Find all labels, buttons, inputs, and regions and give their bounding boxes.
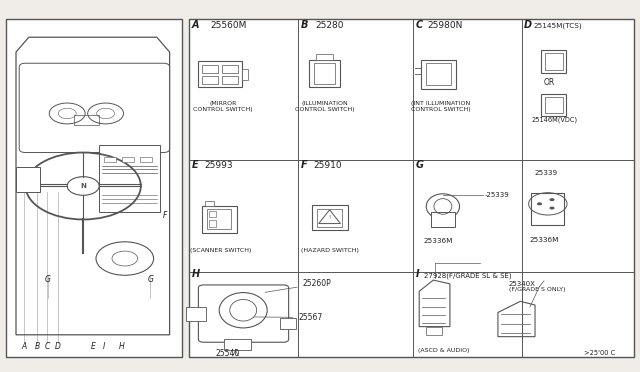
Circle shape — [550, 206, 554, 209]
Text: (SCANNER SWITCH): (SCANNER SWITCH) — [190, 248, 252, 253]
Text: B: B — [301, 19, 308, 29]
Bar — [189, 19, 634, 357]
Text: (INT ILLUMINATION
CONTROL SWITCH): (INT ILLUMINATION CONTROL SWITCH) — [410, 101, 470, 112]
Text: (ASCD & AUDIO): (ASCD & AUDIO) — [418, 348, 469, 353]
Bar — [545, 53, 563, 70]
Bar — [421, 60, 456, 89]
Text: G: G — [416, 160, 424, 170]
Bar — [541, 94, 566, 116]
Text: A: A — [22, 342, 27, 351]
Text: F: F — [163, 211, 167, 220]
Text: -25339: -25339 — [484, 192, 509, 198]
Text: 25339: 25339 — [534, 170, 557, 176]
FancyBboxPatch shape — [198, 285, 289, 342]
Bar — [205, 201, 214, 206]
FancyBboxPatch shape — [19, 63, 170, 153]
Bar — [314, 63, 335, 84]
Text: N: N — [80, 183, 86, 189]
Text: 25336M: 25336M — [424, 238, 453, 244]
Text: G: G — [45, 275, 51, 283]
Text: H: H — [119, 342, 124, 351]
Bar — [222, 65, 238, 73]
Text: (F/GRADE S ONLY): (F/GRADE S ONLY) — [509, 287, 565, 292]
Bar — [426, 327, 442, 335]
Text: 27928(F/GRADE SL & SE): 27928(F/GRADE SL & SE) — [424, 272, 512, 279]
Bar — [242, 69, 248, 80]
Text: H: H — [192, 269, 200, 279]
Bar — [224, 339, 251, 350]
Text: (MIRROR
CONTROL SWITCH): (MIRROR CONTROL SWITCH) — [193, 101, 253, 112]
Text: I: I — [103, 342, 106, 351]
Text: E: E — [192, 160, 198, 170]
Bar — [222, 76, 238, 84]
Bar — [16, 167, 40, 192]
Text: 25146M(VDC): 25146M(VDC) — [531, 116, 577, 123]
Circle shape — [537, 202, 542, 205]
Bar — [122, 157, 134, 162]
Bar — [545, 97, 563, 113]
Bar — [431, 212, 455, 227]
Text: (ILLUMINATION
CONTROL SWITCH): (ILLUMINATION CONTROL SWITCH) — [295, 101, 355, 112]
Text: C: C — [45, 342, 50, 351]
Text: !: ! — [328, 215, 331, 220]
Bar — [531, 193, 564, 225]
Text: (HAZARD SWITCH): (HAZARD SWITCH) — [301, 248, 359, 253]
Circle shape — [550, 198, 554, 201]
Text: 25560M: 25560M — [210, 20, 246, 29]
Bar — [202, 206, 237, 232]
Bar — [104, 157, 116, 162]
Text: 25910: 25910 — [314, 161, 342, 170]
Bar — [140, 157, 152, 162]
Text: B: B — [35, 342, 40, 351]
Text: >25'00 C: >25'00 C — [584, 350, 615, 356]
Text: 25980N: 25980N — [428, 20, 463, 29]
Bar — [280, 318, 296, 329]
Bar — [209, 211, 216, 217]
Text: 25340X: 25340X — [509, 281, 536, 287]
Bar — [207, 209, 231, 229]
Bar — [99, 145, 160, 212]
Bar — [309, 60, 340, 87]
Text: 25336M: 25336M — [530, 237, 559, 243]
Text: 25260P: 25260P — [265, 279, 332, 292]
Bar — [74, 115, 99, 125]
Text: 25540: 25540 — [215, 349, 239, 358]
Bar — [312, 205, 348, 230]
Text: OR: OR — [543, 78, 555, 87]
Bar — [316, 54, 333, 60]
Bar — [209, 220, 216, 227]
Text: D: D — [524, 19, 532, 29]
Text: A: A — [192, 19, 200, 29]
Bar — [198, 61, 242, 87]
Text: I: I — [416, 269, 420, 279]
Text: 25567: 25567 — [254, 313, 323, 322]
Text: 25280: 25280 — [315, 20, 344, 29]
Bar — [202, 76, 218, 84]
Text: 25993: 25993 — [205, 161, 234, 170]
Bar — [317, 209, 342, 227]
Text: D: D — [54, 342, 61, 351]
Text: E: E — [90, 342, 95, 351]
Text: 25145M(TCS): 25145M(TCS) — [533, 23, 582, 29]
Text: F: F — [301, 160, 307, 170]
Bar — [186, 307, 206, 321]
Bar — [541, 50, 566, 73]
Bar — [426, 63, 451, 85]
Text: C: C — [416, 19, 423, 29]
Bar — [6, 19, 182, 357]
Text: G: G — [147, 275, 154, 283]
Bar — [202, 65, 218, 73]
